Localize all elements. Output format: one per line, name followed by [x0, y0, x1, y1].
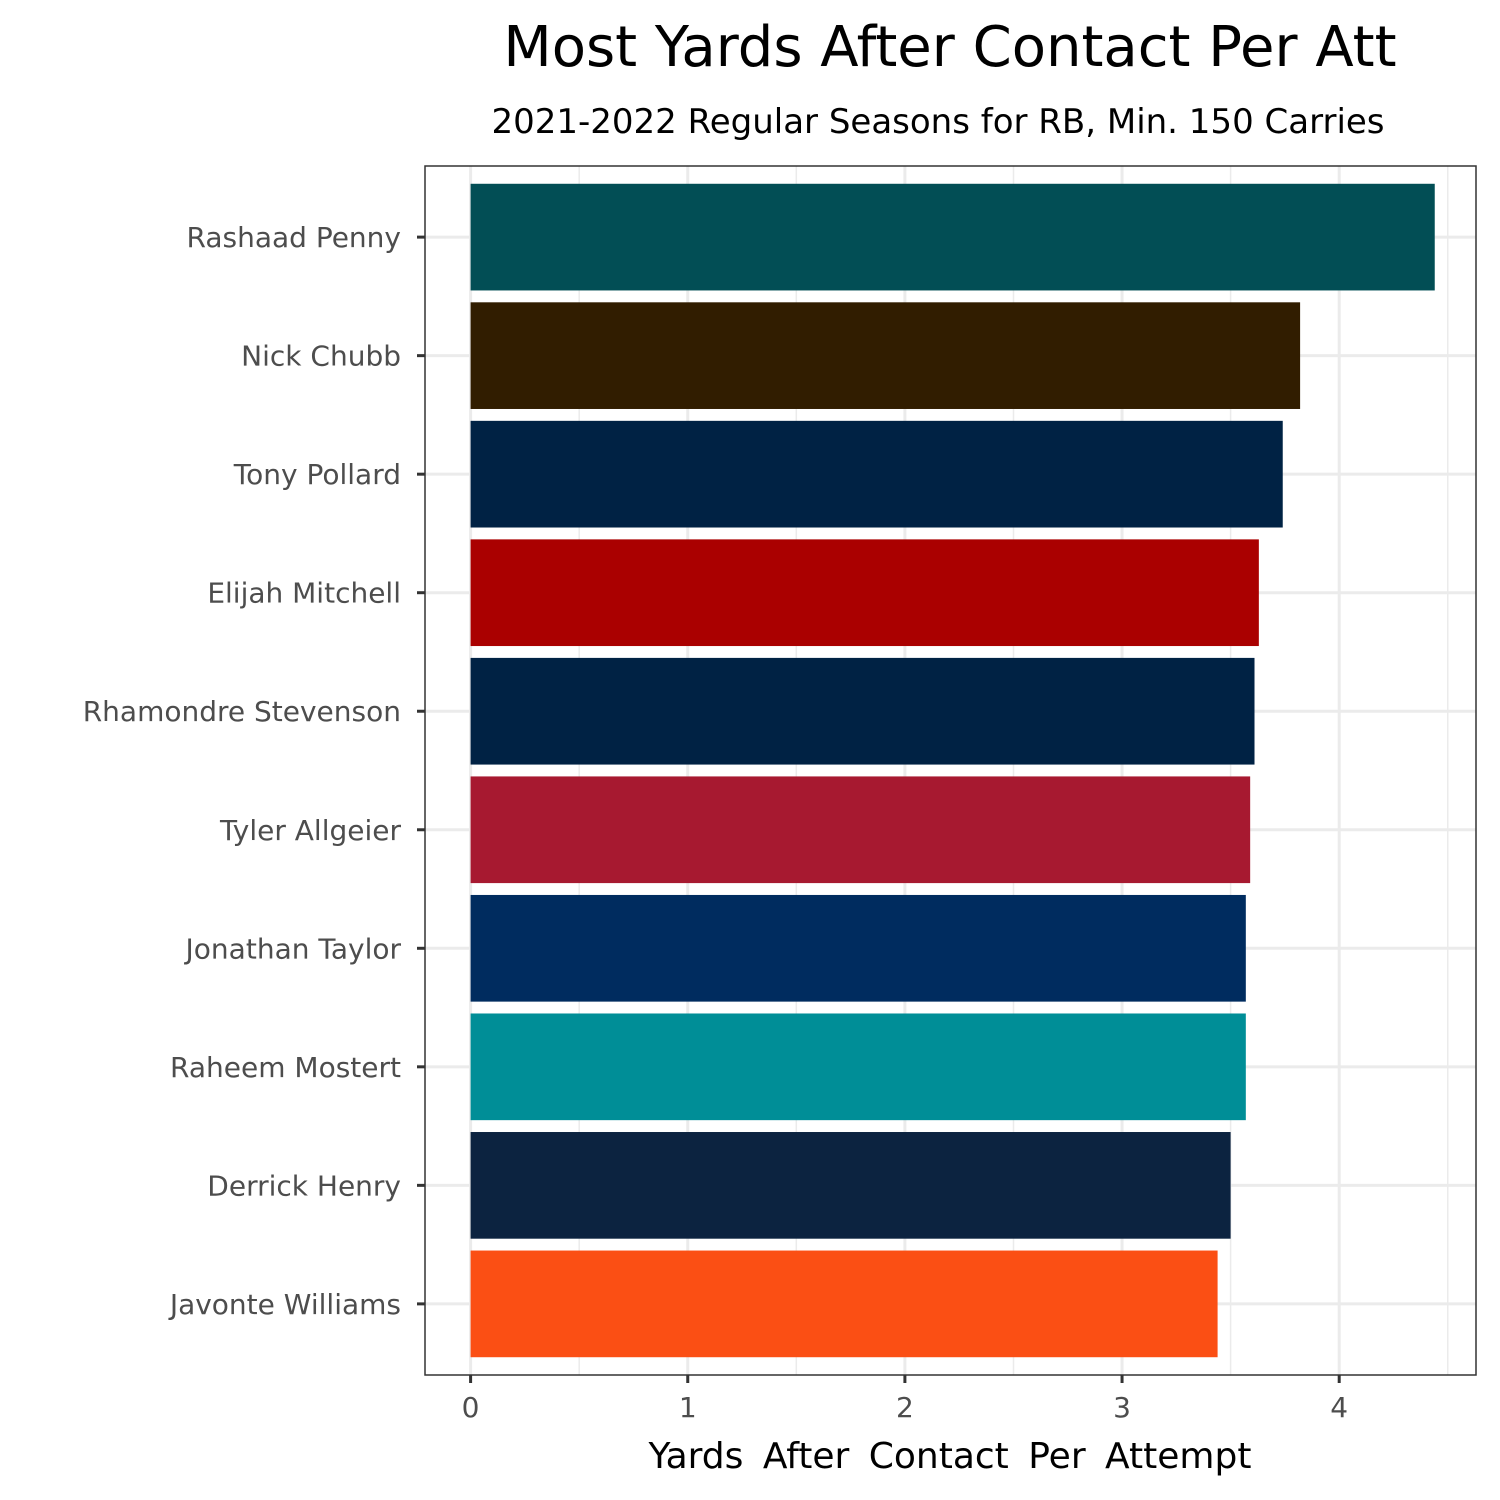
- x-tick-label: 0: [462, 1391, 480, 1424]
- x-tick-label: 3: [1113, 1391, 1131, 1424]
- y-tick-label: Derrick Henry: [207, 1169, 401, 1202]
- bar-nick-chubb: [470, 302, 1301, 409]
- bar-derrick-henry: [470, 1132, 1231, 1239]
- bar-tyler-allgeier: [470, 776, 1251, 884]
- bar-tony-pollard: [470, 420, 1283, 528]
- y-tick-label: Tyler Allgeier: [219, 814, 401, 847]
- bar-rhamondre-stevenson: [470, 657, 1255, 765]
- y-tick-label: Nick Chubb: [241, 340, 401, 373]
- y-tick-label: Rashaad Penny: [187, 221, 402, 254]
- x-tick-label: 2: [896, 1391, 914, 1424]
- y-tick-label: Rhamondre Stevenson: [83, 695, 401, 728]
- bars: [470, 183, 1435, 1358]
- y-tick-label: Javonte Williams: [168, 1288, 401, 1321]
- panel-border: [424, 165, 1477, 1376]
- y-tick-label: Tony Pollard: [233, 458, 401, 491]
- x-tick-label: 1: [679, 1391, 697, 1424]
- chart-title: Most Yards After Contact Per Att: [503, 15, 1396, 80]
- bar-jonathan-taylor: [470, 894, 1246, 1002]
- chart-subtitle: 2021-2022 Regular Seasons for RB, Min. 1…: [491, 102, 1384, 142]
- bar-elijah-mitchell: [470, 539, 1259, 647]
- bar-javonte-williams: [470, 1250, 1218, 1358]
- axes: Rashaad Penny Nick Chubb Tony Pollard Elija…: [83, 221, 1348, 1424]
- x-axis-title: Yards After Contact Per Attempt: [648, 1436, 1252, 1477]
- x-tick-label: 4: [1330, 1391, 1348, 1424]
- bar-raheem-mostert: [470, 1013, 1246, 1121]
- bar-rashaad-penny: [470, 183, 1435, 291]
- y-tick-label: Elijah Mitchell: [207, 577, 401, 610]
- y-tick-label: Jonathan Taylor: [184, 932, 402, 965]
- y-tick-label: Raheem Mostert: [170, 1051, 401, 1084]
